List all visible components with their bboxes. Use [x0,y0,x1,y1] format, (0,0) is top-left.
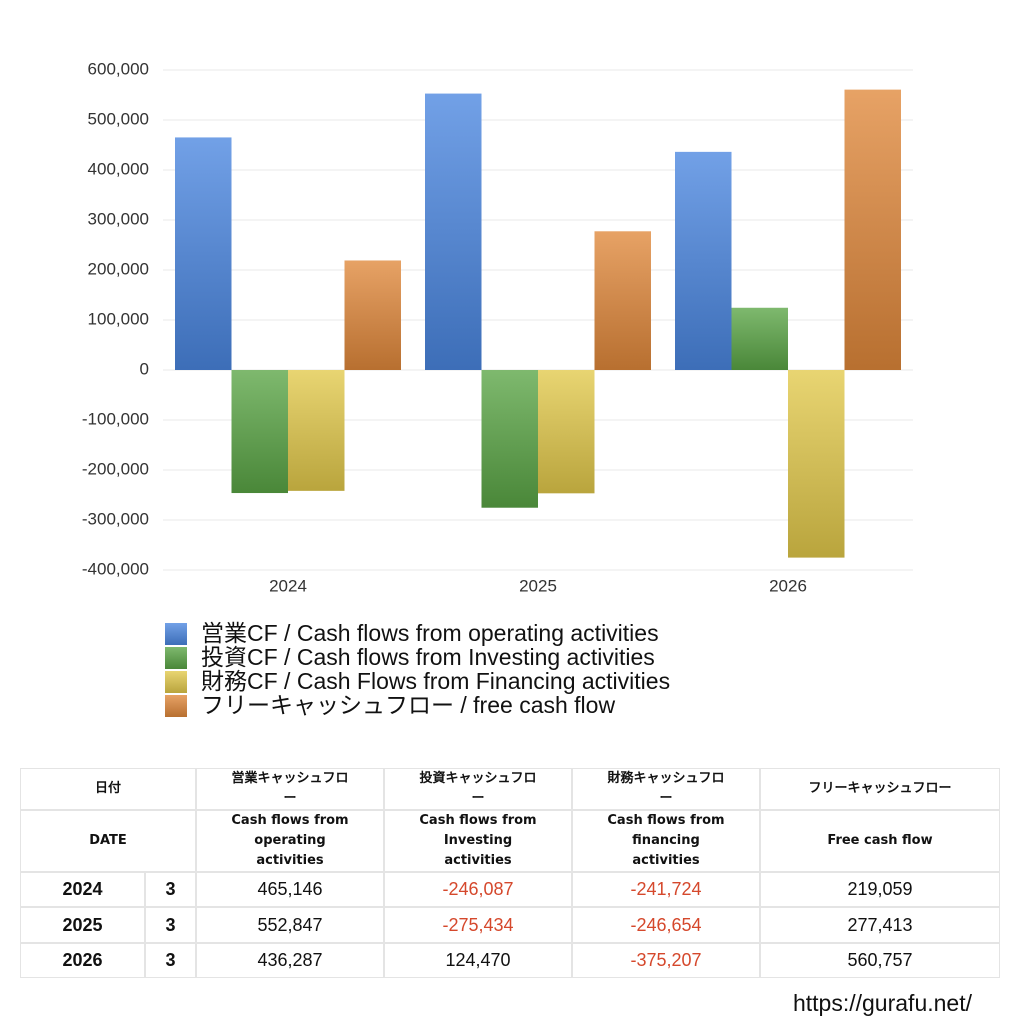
bar [175,137,232,370]
y-tick-label: 200,000 [88,259,149,278]
table-cell: Free cash flow [760,810,1000,872]
x-tick-label: 2026 [769,576,807,595]
bar [288,370,345,491]
table-cell: 277,413 [760,907,1000,943]
table-cell: -241,724 [572,872,760,907]
bar [231,370,288,494]
table-cell: 3 [145,907,196,943]
footer-url: https://gurafu.net/ [792,990,972,1016]
legend-label: フリーキャッシュフロー / free cash flow [201,692,615,718]
bar [425,93,482,370]
table-cell: Cash flows from operating activities [196,810,384,872]
x-tick-label: 2025 [519,576,557,595]
y-tick-label: 600,000 [88,59,149,78]
y-tick-label: 500,000 [88,109,149,128]
legend-swatch [165,647,187,669]
table-cell: Cash flows from financing activities [572,810,760,872]
legend-swatch [165,671,187,693]
bar [675,151,732,370]
chart: -400,000 -300,000 -200,000 -100,000 0 100,000… [82,59,913,718]
table-cell: 124,470 [384,943,572,978]
y-tick-label: -200,000 [82,459,149,478]
bar [788,370,845,558]
bar [538,370,595,494]
legend-label: 財務CF / Cash Flows from Financing activit… [201,668,670,694]
table-cell: -375,207 [572,943,760,978]
table-cell: Cash flows from Investing activities [384,810,572,872]
y-tick-label: 100,000 [88,309,149,328]
table-cell: 2025 [20,907,145,943]
table-cell: -246,654 [572,907,760,943]
y-tick-label: 400,000 [88,159,149,178]
bar [844,89,901,371]
table-cell: -246,087 [384,872,572,907]
legend-label: 投資CF / Cash flows from Investing activit… [201,644,655,670]
table-cell: フリーキャッシュフロー [760,768,1000,810]
table-cell: -275,434 [384,907,572,943]
table-cell: 436,287 [196,943,384,978]
table-cell: 560,757 [760,943,1000,978]
table-cell: 3 [145,872,196,907]
table-cell: 日付 [20,768,196,810]
legend-swatch [165,623,187,645]
bar [481,370,538,508]
legend-label: 営業CF / Cash flows from operating activit… [201,620,659,646]
table-cell: 2024 [20,872,145,907]
bar [344,260,401,370]
y-tick-label: -400,000 [82,559,149,578]
table-cell: 財務キャッシュフロー [572,768,760,810]
table-cell: 465,146 [196,872,384,907]
table-cell: 2026 [20,943,145,978]
y-tick-label: -300,000 [82,509,149,528]
y-tick-label: 300,000 [88,209,149,228]
table-cell: 3 [145,943,196,978]
legend-swatch [165,695,187,717]
table-cell: 219,059 [760,872,1000,907]
bar [731,307,788,370]
table-cell: 投資キャッシュフロー [384,768,572,810]
y-tick-label: -100,000 [82,409,149,428]
y-tick-label: 0 [140,359,149,378]
table-cell: DATE [20,810,196,872]
x-tick-label: 2024 [269,576,307,595]
table-cell: 営業キャッシュフロー [196,768,384,810]
bar [594,231,651,370]
table-cell: 552,847 [196,907,384,943]
